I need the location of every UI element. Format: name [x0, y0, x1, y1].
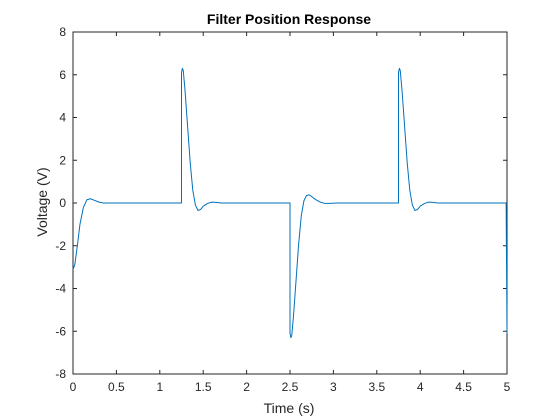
x-axis-label: Time (s) [264, 400, 315, 416]
y-tick-label: -2 [55, 239, 66, 253]
x-tick-label: 0 [70, 380, 77, 394]
series-line [72, 67, 508, 339]
chart-title: Filter Position Response [207, 11, 371, 27]
y-tick-label: 0 [59, 196, 66, 210]
x-tick-label: 4.5 [455, 380, 472, 394]
x-tick-label: 3.5 [368, 380, 385, 394]
x-tick-label: 3 [330, 380, 337, 394]
x-tick-label: 0.5 [108, 380, 125, 394]
tick-group: 0 0.5 1 1.5 2 2.5 3 3.5 4 4.5 5 -8 -6 -4 -2 0 2 4 6 8 [55, 25, 510, 394]
series-layer [72, 67, 508, 339]
x-tick-label: 2 [243, 380, 250, 394]
y-tick-label: -4 [55, 282, 66, 296]
y-tick-label: 4 [59, 111, 66, 125]
x-tick-label: 1.5 [195, 380, 212, 394]
x-tick-label: 4 [417, 380, 424, 394]
x-tick-label: 5 [504, 380, 511, 394]
y-tick-label: 8 [59, 25, 66, 39]
y-axis-label: Voltage (V) [34, 167, 50, 236]
y-tick-label: 2 [59, 153, 66, 167]
y-tick-label: -8 [55, 367, 66, 381]
x-tick-label: 2.5 [282, 380, 299, 394]
y-tick-label: 6 [59, 68, 66, 82]
y-tick-label: -6 [55, 324, 66, 338]
x-tick-label: 1 [156, 380, 163, 394]
